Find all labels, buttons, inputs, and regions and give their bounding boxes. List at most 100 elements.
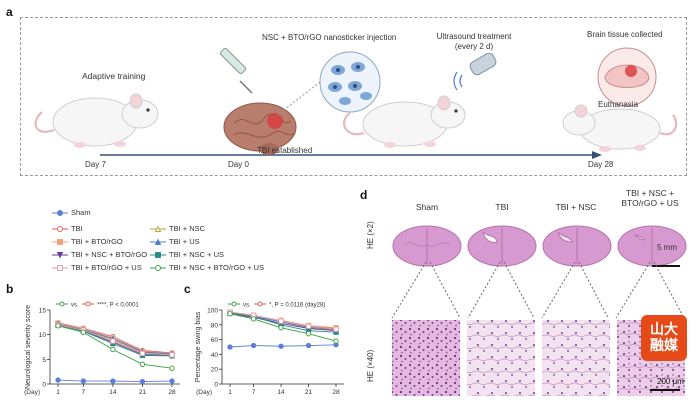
- legend-label: TBI + NSC + BTO/rGO: [71, 250, 148, 259]
- scale-label-200um: 200 μm: [657, 377, 684, 386]
- panel-a-letter: a: [6, 5, 13, 19]
- data-point: [250, 316, 257, 322]
- annotation-vs: vs.: [243, 303, 251, 309]
- rat-1-icon: [34, 93, 159, 148]
- legend-marker-icon: [52, 238, 68, 245]
- series-sham: [227, 342, 339, 350]
- x-tick-label: 21: [139, 389, 147, 396]
- y-tick-label: 40: [211, 352, 219, 359]
- legend-item: TBI: [52, 224, 83, 233]
- data-point: [139, 378, 146, 385]
- data-point: [80, 378, 86, 384]
- legend-marker-icon: [150, 224, 166, 232]
- syringe-icon: [219, 47, 253, 94]
- legend-marker-icon: [150, 237, 166, 245]
- legend-label: TBI + BTO/rGO: [71, 237, 123, 246]
- panel-b-letter: b: [6, 282, 14, 296]
- legend-marker-icon: [52, 225, 68, 232]
- brain-section-combo: [617, 225, 687, 267]
- data-point: [110, 338, 116, 344]
- data-point: [278, 318, 284, 324]
- series-tbi-bto-rgo-us: [227, 309, 339, 332]
- col-label-sham: Sham: [415, 202, 439, 212]
- y-tick-label: 60: [211, 337, 219, 344]
- data-point: [169, 365, 175, 371]
- legend-label: TBI + NSC: [169, 224, 206, 233]
- chart-c: 0 20 40 60 80 100 1 7 14 21 28 (Day) Percentage swin…: [195, 301, 344, 396]
- brain-section-sham: [392, 225, 462, 267]
- legend-marker-icon: [52, 209, 68, 216]
- series-tbi-nsc-bto-rgo-us: [227, 311, 339, 344]
- rat-3-icon: [562, 104, 678, 152]
- x-tick-label: 1: [56, 389, 60, 396]
- chart-b: 0 5 10 15 1 7 14 21 28 (Day)Neurological severity…: [24, 301, 180, 396]
- data-point: [305, 331, 312, 337]
- y-tick-label: 100: [207, 308, 218, 315]
- data-point: [227, 344, 233, 350]
- watermark-line-2: 融媒: [650, 338, 678, 354]
- col-label-tbi: TBI: [495, 202, 509, 212]
- x-tick-label: 7: [82, 389, 86, 396]
- panel-d-letter: d: [360, 188, 368, 202]
- x-axis-label: (Day): [24, 389, 40, 396]
- data-point: [227, 311, 233, 317]
- legend-marker-icon: [52, 251, 68, 259]
- y-axis-label: Neurological severity score: [25, 305, 32, 389]
- legend-label: TBI + NSC + US: [169, 250, 225, 259]
- brain-section-tbi: [467, 225, 537, 267]
- x-tick-label: 14: [109, 389, 117, 396]
- adaptive-training-label: Adaptive training: [82, 71, 146, 81]
- legend-item: TBI + NSC + BTO/rGO + US: [150, 263, 264, 272]
- data-point: [139, 350, 146, 357]
- data-point: [333, 326, 339, 332]
- histology-tile-tbi: [467, 320, 535, 396]
- y-tick-label: 10: [39, 332, 47, 339]
- data-point: [110, 346, 116, 353]
- x-tick-label: 14: [277, 389, 285, 396]
- y-tick-label: 0: [214, 382, 218, 389]
- legend-marker-icon: [150, 251, 166, 258]
- zoom-lines: [391, 262, 685, 319]
- data-point: [333, 338, 339, 344]
- brain-section-tbi-nsc: [542, 225, 612, 267]
- legend-item: TBI + NSC: [150, 224, 205, 233]
- nsc-cells-icon: [319, 51, 381, 113]
- data-point: [278, 325, 284, 331]
- tbi-established-label: TBI established: [257, 146, 313, 155]
- x-tick-label: 7: [252, 389, 256, 396]
- data-point: [55, 377, 61, 383]
- x-tick-label: 28: [332, 389, 340, 396]
- histology-tile-tbi-nsc: [542, 320, 610, 396]
- panel-c-letter: c: [184, 282, 191, 296]
- legend-item: TBI + NSC + BTO/rGO: [52, 250, 147, 259]
- data-point: [169, 352, 175, 358]
- legend-item: TBI + BTO/rGO: [52, 237, 123, 246]
- legend-item: Sham: [52, 208, 91, 217]
- brain-tissue-icon: [597, 47, 657, 107]
- day7-label: Day 7: [85, 160, 106, 169]
- watermark-logo: 山大 融媒: [641, 315, 687, 361]
- injection-label: NSC + BTO/rGO nanosticker injection: [262, 33, 397, 42]
- data-point: [169, 378, 175, 384]
- brain-collected-label: Brain tissue collected: [587, 30, 663, 39]
- euthanasia-label: Euthanasia: [598, 100, 639, 109]
- ultrasound-label: Ultrasound treatment: [436, 32, 512, 41]
- annotation-p-value: *, P = 0.0116 (day28): [269, 303, 325, 309]
- row-label-he-x40: HE (×40): [366, 349, 375, 382]
- scale-label-5mm: 5 mm: [657, 243, 677, 252]
- significance-annotation: vs. *, P = 0.0116 (day28): [228, 301, 325, 309]
- data-point: [55, 323, 61, 329]
- legend-item: TBI + NSC + US: [150, 250, 224, 259]
- panel-a-illustration: [34, 47, 678, 159]
- x-tick-label: 21: [305, 389, 313, 396]
- legend-item: TBI + US: [150, 237, 200, 246]
- legend-item: TBI + BTO/rGO + US: [52, 263, 142, 272]
- data-point: [80, 329, 86, 335]
- row-label-he-x2: HE (×2): [366, 221, 375, 249]
- axes: 0 20 40 60 80 100 1 7 14 21 28 (Day) Percentage swin…: [195, 308, 344, 396]
- ultrasound-frequency-label: (every 2 d): [454, 42, 494, 51]
- legend-label: TBI + US: [169, 237, 200, 246]
- annotation-vs: vs.: [71, 303, 79, 309]
- series-sham: [55, 377, 175, 385]
